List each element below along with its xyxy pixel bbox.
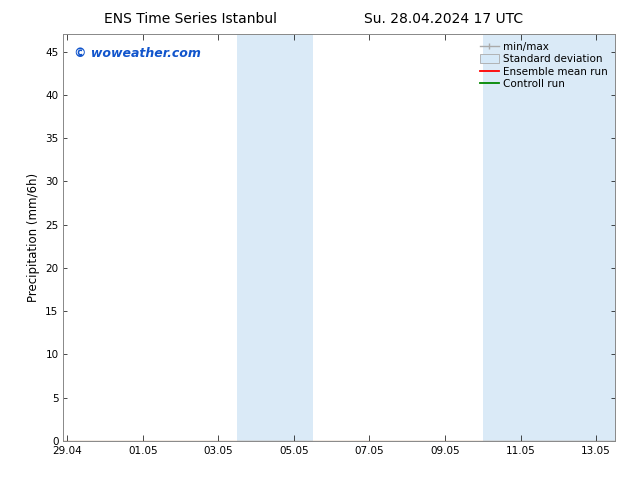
Legend: min/max, Standard deviation, Ensemble mean run, Controll run: min/max, Standard deviation, Ensemble me… [478, 40, 610, 92]
Text: Su. 28.04.2024 17 UTC: Su. 28.04.2024 17 UTC [365, 12, 523, 26]
Text: © woweather.com: © woweather.com [74, 47, 202, 59]
Y-axis label: Precipitation (mm/6h): Precipitation (mm/6h) [27, 173, 40, 302]
Text: ENS Time Series Istanbul: ENS Time Series Istanbul [104, 12, 276, 26]
Bar [482, 34, 615, 441]
Bar [237, 34, 313, 441]
